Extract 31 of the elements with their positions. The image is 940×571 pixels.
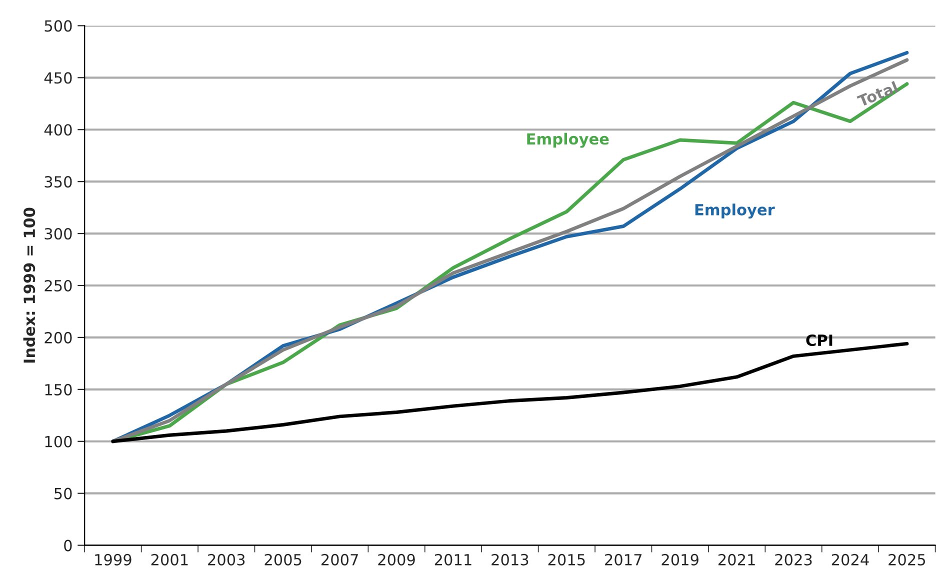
x-tick-label: 2023: [775, 554, 812, 566]
series-label: CPI: [806, 334, 832, 346]
x-tick-label: 2017: [605, 554, 642, 566]
y-tick-label: 450: [44, 72, 72, 84]
x-tick-label: 2011: [434, 554, 472, 566]
series-label: Employee: [527, 132, 609, 148]
x-tick-label: 1999: [95, 554, 132, 566]
x-tick-label: 2003: [208, 554, 245, 566]
x-tick-label: 2005: [264, 554, 302, 566]
x-tick-label: 2019: [662, 554, 698, 566]
y-tick-label: 250: [44, 280, 72, 292]
x-tick-label: 2025: [888, 554, 926, 566]
y-tick-label: 50: [54, 488, 72, 500]
x-tick-label: 2021: [718, 554, 755, 566]
y-tick-label: 100: [45, 436, 72, 448]
x-tick-label: 2009: [378, 554, 415, 566]
y-tick-label: 150: [45, 384, 72, 396]
y-tick-label: 0: [64, 540, 72, 552]
x-tick-label: 2013: [492, 554, 528, 566]
x-tick-label: 2024: [832, 554, 869, 566]
text: Total: [856, 81, 898, 108]
x-tick-label: 2015: [548, 554, 585, 566]
x-tick-label: 2001: [151, 554, 188, 566]
y-tick-label: 300: [44, 228, 72, 240]
y-tick-label: 500: [44, 20, 72, 32]
y-tick-label: 400: [44, 124, 72, 136]
y-axis-title: Index: 1999 = 100: [23, 208, 36, 363]
x-tick-label: 2007: [321, 554, 358, 566]
y-tick-label: 200: [44, 332, 72, 344]
y-tick-label: 350: [44, 176, 72, 188]
series-label: Employer: [695, 204, 775, 219]
